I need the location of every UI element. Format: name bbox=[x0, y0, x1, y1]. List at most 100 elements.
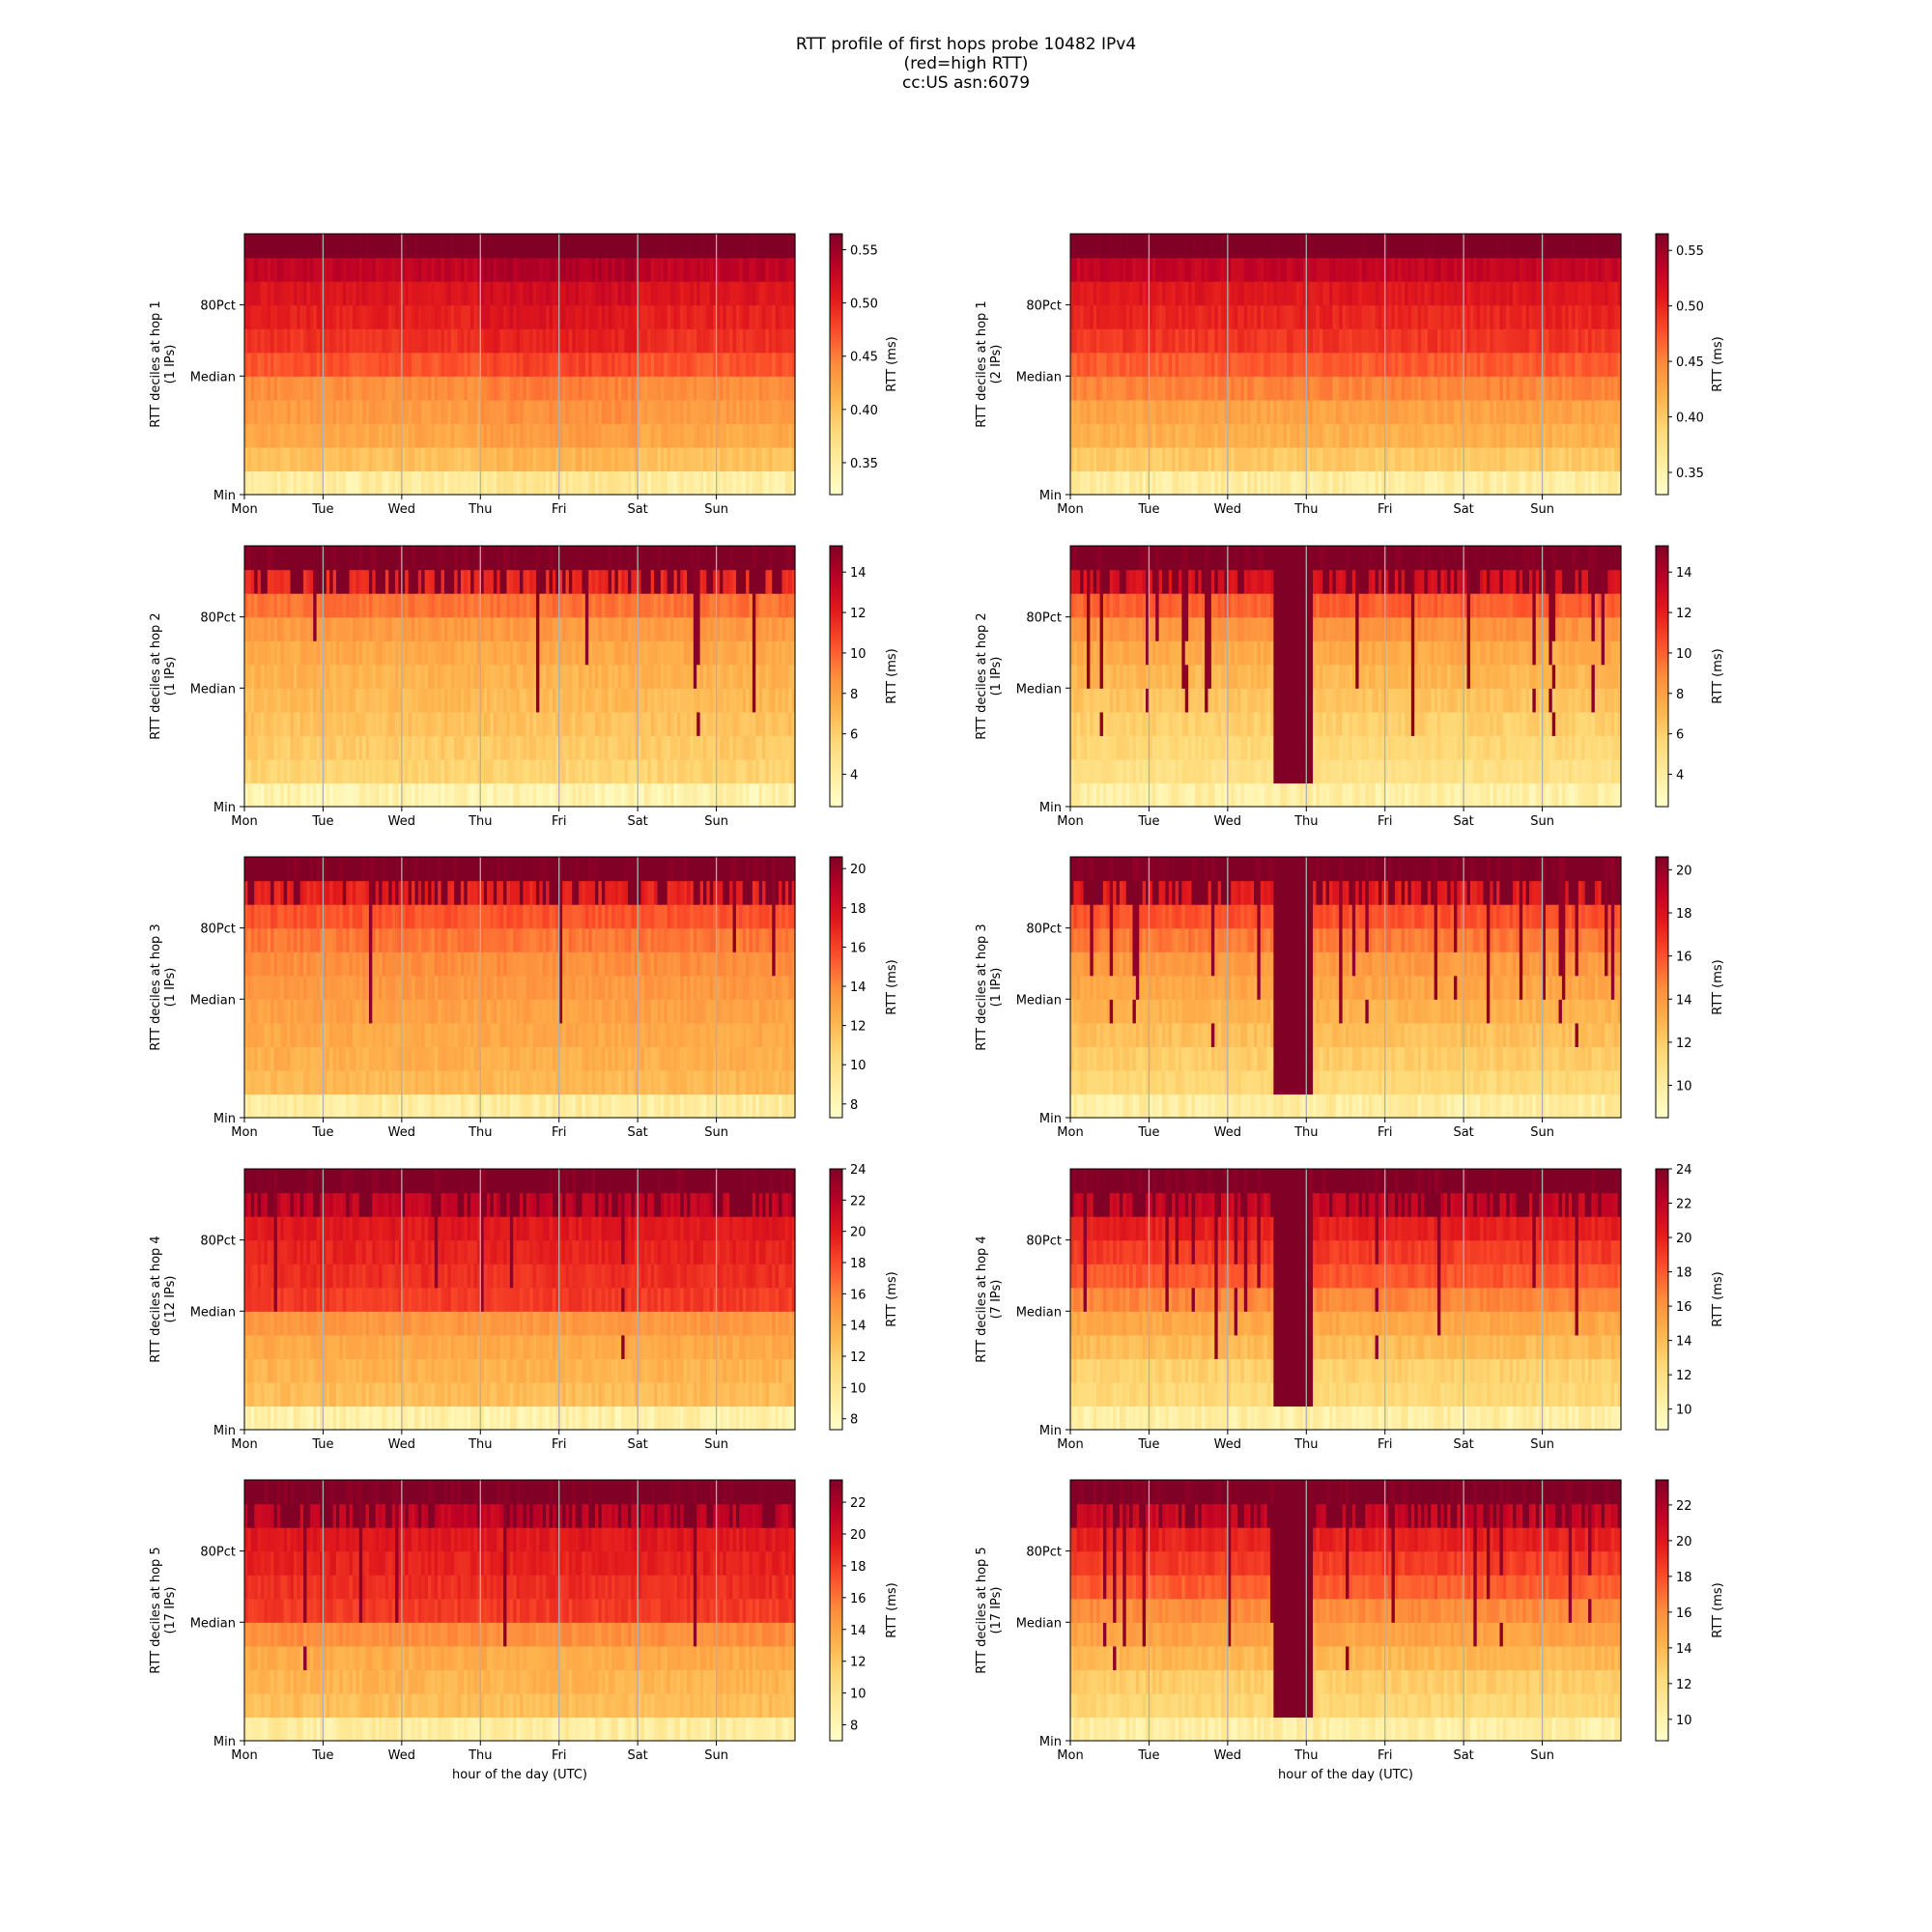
x-tick-label: Mon bbox=[1057, 502, 1083, 517]
heatmap-cell bbox=[276, 376, 281, 401]
heatmap-cell bbox=[591, 546, 596, 571]
heatmap-cell bbox=[1577, 352, 1582, 377]
heatmap-cell bbox=[1102, 446, 1107, 472]
heatmap-cell bbox=[1607, 328, 1612, 354]
heatmap-cell bbox=[372, 664, 377, 689]
heatmap-cell bbox=[1227, 470, 1232, 496]
heatmap-cell bbox=[1309, 328, 1314, 354]
heatmap-cell bbox=[791, 304, 796, 329]
heatmap-cell bbox=[401, 234, 406, 259]
heatmap-cell bbox=[758, 328, 763, 354]
heatmap-cell bbox=[1198, 257, 1203, 282]
heatmap-cell bbox=[1096, 257, 1101, 282]
heatmap-cell bbox=[454, 446, 459, 472]
heatmap-cell bbox=[584, 446, 589, 472]
heatmap-cell bbox=[595, 569, 600, 594]
heatmap-cell bbox=[1443, 423, 1448, 448]
heatmap-cell bbox=[368, 546, 373, 571]
heatmap-cell bbox=[1194, 470, 1199, 496]
heatmap-cell bbox=[1405, 257, 1409, 282]
heatmap-cell bbox=[1319, 281, 1323, 306]
heatmap-cell bbox=[1450, 399, 1455, 424]
heatmap-cell bbox=[1342, 352, 1347, 377]
heatmap-cell bbox=[1414, 328, 1419, 354]
y-tick-label: Min bbox=[213, 489, 236, 503]
heatmap-cell bbox=[382, 569, 386, 594]
heatmap-cell bbox=[1198, 328, 1203, 354]
heatmap-cell bbox=[336, 546, 340, 571]
heatmap-cell bbox=[1410, 399, 1415, 424]
heatmap-cell bbox=[532, 352, 537, 377]
heatmap-cell bbox=[1358, 470, 1363, 496]
heatmap-cell bbox=[523, 546, 527, 571]
heatmap-cell bbox=[1610, 470, 1615, 496]
heatmap-cell bbox=[1280, 304, 1285, 329]
heatmap-cell bbox=[1545, 281, 1549, 306]
heatmap-cell bbox=[1096, 352, 1101, 377]
heatmap-cell bbox=[1276, 399, 1281, 424]
heatmap-cell bbox=[1414, 234, 1419, 259]
heatmap-cell bbox=[1581, 352, 1586, 377]
heatmap-cell bbox=[1561, 446, 1566, 472]
heatmap-cell bbox=[532, 281, 537, 306]
heatmap-cell bbox=[490, 352, 495, 377]
heatmap-cell bbox=[568, 711, 573, 736]
heatmap-cell bbox=[1572, 328, 1577, 354]
heatmap-cell bbox=[542, 735, 547, 760]
heatmap-cell bbox=[1486, 423, 1491, 448]
heatmap-cell bbox=[1460, 399, 1464, 424]
heatmap-cell bbox=[1309, 281, 1314, 306]
heatmap-cell bbox=[520, 782, 524, 808]
heatmap-cell bbox=[499, 664, 504, 689]
heatmap-cell bbox=[1109, 234, 1114, 259]
heatmap-cell bbox=[1266, 399, 1271, 424]
heatmap-cell bbox=[1453, 328, 1458, 354]
heatmap-cell bbox=[1280, 399, 1285, 424]
heatmap-cell bbox=[408, 423, 412, 448]
heatmap-cell bbox=[384, 735, 389, 760]
heatmap-cell bbox=[690, 399, 695, 424]
heatmap-cell bbox=[1165, 376, 1170, 401]
heatmap-cell bbox=[1257, 399, 1262, 424]
heatmap-cell bbox=[1306, 352, 1311, 377]
heatmap-cell bbox=[513, 640, 518, 666]
heatmap-cell bbox=[293, 616, 298, 641]
heatmap-cell bbox=[1102, 304, 1107, 329]
heatmap-cell bbox=[244, 352, 248, 377]
heatmap-cell bbox=[362, 711, 367, 736]
heatmap-cell bbox=[1460, 234, 1464, 259]
heatmap-cell bbox=[591, 234, 596, 259]
heatmap-cell bbox=[680, 328, 685, 354]
heatmap-cell bbox=[299, 640, 304, 666]
heatmap-cell bbox=[267, 546, 271, 571]
heatmap-cell bbox=[529, 593, 534, 618]
y-tick-label: 80Pct bbox=[1026, 299, 1062, 314]
heatmap-cell bbox=[326, 593, 330, 618]
heatmap-cell bbox=[1378, 328, 1382, 354]
heatmap-cell bbox=[299, 782, 304, 808]
heatmap-cell bbox=[516, 281, 521, 306]
heatmap-cell bbox=[758, 423, 763, 448]
heatmap-cell bbox=[1309, 470, 1314, 496]
heatmap-cell bbox=[523, 735, 527, 760]
heatmap-cell bbox=[1405, 446, 1409, 472]
heatmap-cell bbox=[1296, 352, 1301, 377]
heatmap-cell bbox=[1545, 376, 1549, 401]
heatmap-cell bbox=[1486, 328, 1491, 354]
heatmap-cell bbox=[297, 782, 301, 808]
heatmap-cell bbox=[509, 423, 514, 448]
heatmap-cell bbox=[1349, 399, 1353, 424]
heatmap-cell bbox=[1365, 376, 1370, 401]
heatmap-cell bbox=[1535, 304, 1540, 329]
heatmap-cell bbox=[523, 782, 527, 808]
heatmap-cell bbox=[457, 423, 462, 448]
heatmap-cell bbox=[1106, 470, 1111, 496]
heatmap-cell bbox=[493, 711, 497, 736]
heatmap-cell bbox=[1260, 399, 1264, 424]
heatmap-cell bbox=[362, 782, 367, 808]
heatmap-cell bbox=[313, 664, 318, 689]
heatmap-cell bbox=[480, 304, 485, 329]
heatmap-cell bbox=[490, 446, 495, 472]
heatmap-cell bbox=[1217, 328, 1222, 354]
heatmap-cell bbox=[1273, 234, 1278, 259]
